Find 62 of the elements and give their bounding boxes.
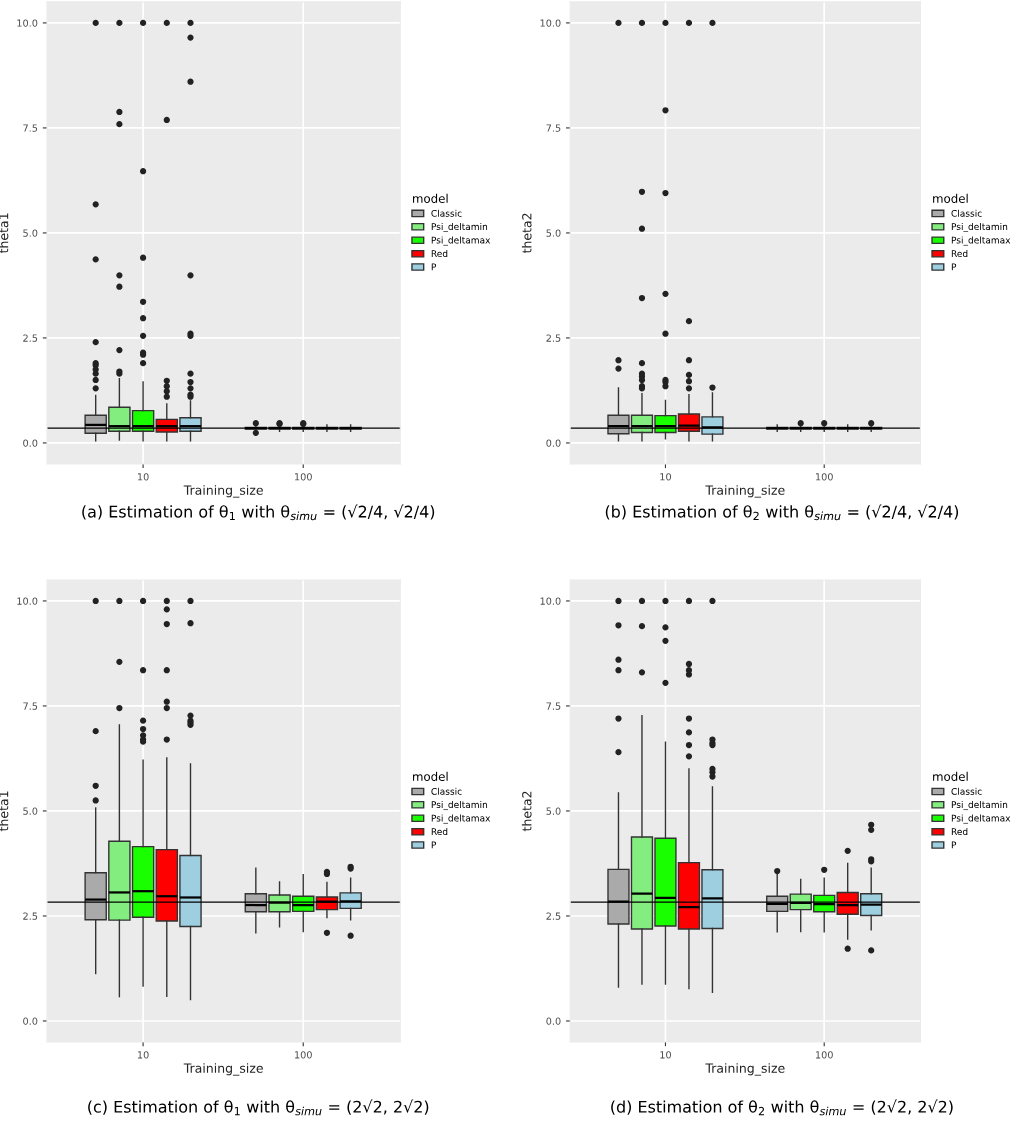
- x-axis-title: Training_size: [183, 485, 263, 498]
- legend-label: Red: [431, 828, 448, 836]
- text: (a) Estimation of θ$_{1}$ with θ$_{simu}$ = (√2/4, √2/4): [82, 504, 435, 521]
- y-tick-label: 10.0: [17, 597, 38, 605]
- x-axis-title: Training_size: [183, 1063, 263, 1076]
- y-tick-label: 0.0: [546, 439, 561, 447]
- y-tick-label: 7.5: [546, 124, 561, 132]
- legend-label: Psi_deltamax: [951, 814, 1011, 824]
- y-tick-label: 0.0: [23, 439, 38, 447]
- x-axis-title: Training_size: [705, 485, 785, 498]
- legend-label: Psi_deltamax: [951, 236, 1011, 246]
- legend-label: Psi_deltamax: [431, 814, 491, 824]
- y-tick-label: 5.0: [546, 807, 561, 815]
- y-axis-title: theta2: [521, 213, 532, 254]
- y-tick-label: 5.0: [23, 807, 38, 815]
- legend-label: Psi_deltamin: [431, 223, 488, 233]
- y-tick-label: 7.5: [23, 702, 38, 710]
- x-tick-label: 100: [295, 473, 312, 481]
- y-tick-label: 7.5: [546, 702, 561, 710]
- text: (c) Estimation of θ$_{1}$ with θ$_{simu}$ = (2√2, 2√2): [88, 1099, 429, 1116]
- legend-title: model: [933, 193, 968, 203]
- x-tick-label: 10: [660, 1051, 671, 1059]
- legend-label: Classic: [431, 209, 462, 217]
- legend-label: P: [951, 263, 957, 271]
- legend-label: Classic: [951, 787, 982, 795]
- x-axis-title: Training_size: [705, 1063, 785, 1076]
- y-tick-label: 10.0: [17, 19, 38, 27]
- legend-label: Psi_deltamax: [431, 236, 491, 246]
- x-tick-label: 10: [137, 1051, 149, 1059]
- x-tick-label: 10: [137, 473, 149, 481]
- text: (b) Estimation of θ$_{2}$ with θ$_{simu}$ = (√2/4, √2/4): [605, 504, 959, 521]
- legend-label: Classic: [951, 209, 982, 217]
- legend-label: P: [431, 841, 437, 849]
- y-tick-label: 10.0: [540, 19, 561, 27]
- legend-label: Red: [951, 828, 968, 836]
- legend-label: Psi_deltamin: [951, 223, 1008, 233]
- legend-label: Classic: [431, 787, 462, 795]
- y-tick-label: 7.5: [23, 124, 38, 132]
- y-tick-label: 2.5: [546, 912, 561, 920]
- y-tick-label: 2.5: [546, 334, 561, 342]
- y-tick-label: 2.5: [23, 334, 38, 342]
- y-tick-label: 0.0: [546, 1017, 561, 1025]
- legend-title: model: [413, 771, 448, 781]
- legend-label: P: [951, 841, 957, 849]
- text: (d) Estimation of θ$_{2}$ with θ$_{simu}$ = (2√2, 2√2): [611, 1099, 953, 1116]
- y-tick-label: 5.0: [23, 229, 38, 237]
- y-axis-title: theta2: [521, 791, 532, 832]
- y-tick-label: 10.0: [540, 597, 561, 605]
- x-tick-label: 10: [660, 473, 671, 481]
- y-tick-label: 5.0: [546, 229, 561, 237]
- y-tick-label: 2.5: [23, 912, 38, 920]
- legend-label: P: [431, 263, 437, 271]
- y-tick-label: 0.0: [23, 1017, 38, 1025]
- legend-label: Red: [431, 250, 448, 258]
- legend-title: model: [933, 771, 968, 781]
- legend-label: Psi_deltamin: [951, 801, 1008, 811]
- x-tick-label: 100: [815, 473, 833, 481]
- legend-title: model: [413, 193, 448, 203]
- x-tick-label: 100: [295, 1051, 312, 1059]
- x-tick-label: 100: [815, 1051, 833, 1059]
- legend-label: Psi_deltamin: [431, 801, 488, 811]
- legend-label: Red: [951, 250, 968, 258]
